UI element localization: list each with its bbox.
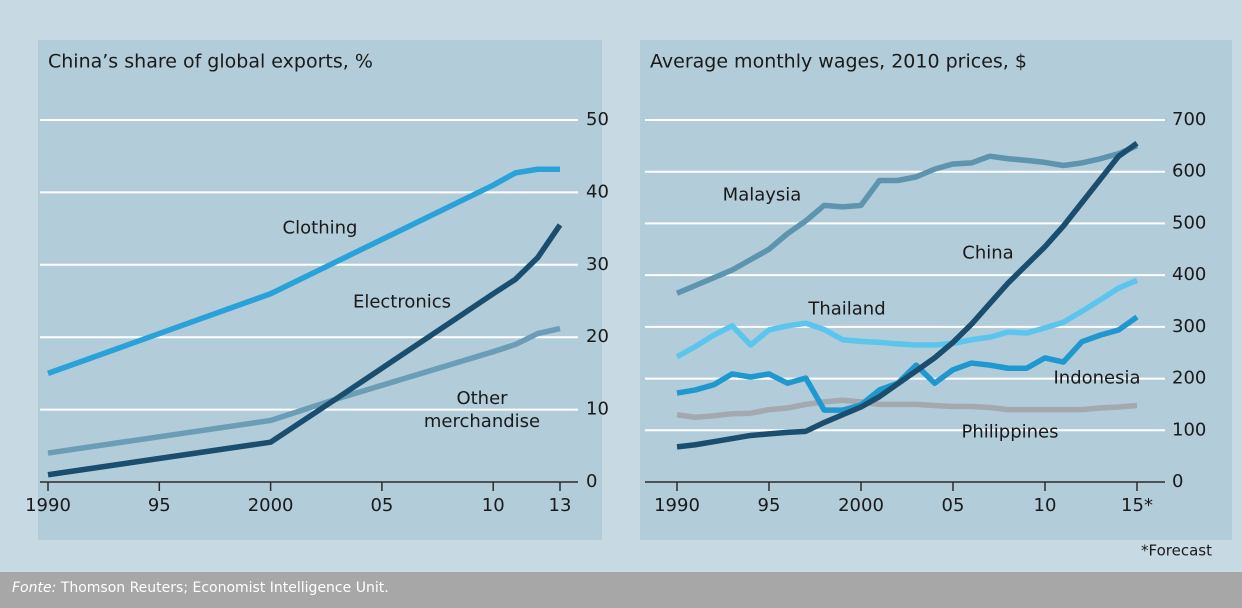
y-tick-label: 0 xyxy=(1172,471,1183,492)
series-label: Electronics xyxy=(352,291,452,313)
y-tick-label: 20 xyxy=(586,326,609,347)
y-tick-label: 30 xyxy=(586,254,609,275)
series-label: Malaysia xyxy=(722,184,802,206)
x-tick-label: 1990 xyxy=(25,495,71,516)
x-tick-label: 13 xyxy=(549,495,572,516)
line xyxy=(676,141,1139,450)
line xyxy=(47,223,563,478)
y-tick-label: 500 xyxy=(1172,212,1206,233)
panel xyxy=(38,40,602,540)
y-tick-label: 50 xyxy=(586,109,609,130)
x-tick-label: 95 xyxy=(758,495,781,516)
y-tick-label: 300 xyxy=(1172,316,1206,337)
y-tick-label: 600 xyxy=(1172,161,1206,182)
line xyxy=(676,397,1138,421)
series-label: Thailand xyxy=(808,298,886,320)
source: Fonte: Thomson Reuters; Economist Intell… xyxy=(12,580,389,596)
y-tick-label: 400 xyxy=(1172,264,1206,285)
y-tick-label: 10 xyxy=(586,399,609,420)
x-tick-label: 05 xyxy=(370,495,393,516)
y-tick-label: 100 xyxy=(1172,419,1206,440)
y-tick-label: 40 xyxy=(586,181,609,202)
line xyxy=(47,325,561,456)
line xyxy=(675,143,1139,296)
y-tick-label: 0 xyxy=(586,471,597,492)
series-label: China xyxy=(962,242,1014,264)
source-label: Fonte: xyxy=(12,580,57,596)
series-label: Philippines xyxy=(961,421,1059,443)
source-text: Thomson Reuters; Economist Intelligence … xyxy=(60,580,389,596)
line xyxy=(47,166,560,376)
x-tick-label: 05 xyxy=(942,495,965,516)
series-label: Other merchandise xyxy=(423,388,541,432)
series-label: Clothing xyxy=(282,217,358,239)
chart-title: Average monthly wages, 2010 prices, $ xyxy=(650,51,1027,73)
panel xyxy=(640,40,1232,540)
line xyxy=(675,277,1139,360)
x-tick-label: 10 xyxy=(482,495,505,516)
footer xyxy=(0,572,1242,608)
y-tick-label: 200 xyxy=(1172,368,1206,389)
x-tick-label: 2000 xyxy=(248,495,294,516)
series-label: Indonesia xyxy=(1053,367,1141,389)
note: *Forecast xyxy=(1141,542,1212,560)
x-tick-label: 95 xyxy=(148,495,171,516)
x-tick-label: 15* xyxy=(1121,495,1153,516)
x-tick-label: 1990 xyxy=(654,495,700,516)
y-tick-label: 700 xyxy=(1172,109,1206,130)
x-tick-label: 10 xyxy=(1034,495,1057,516)
chart-title: China’s share of global exports, % xyxy=(48,51,373,73)
x-tick-label: 2000 xyxy=(838,495,884,516)
